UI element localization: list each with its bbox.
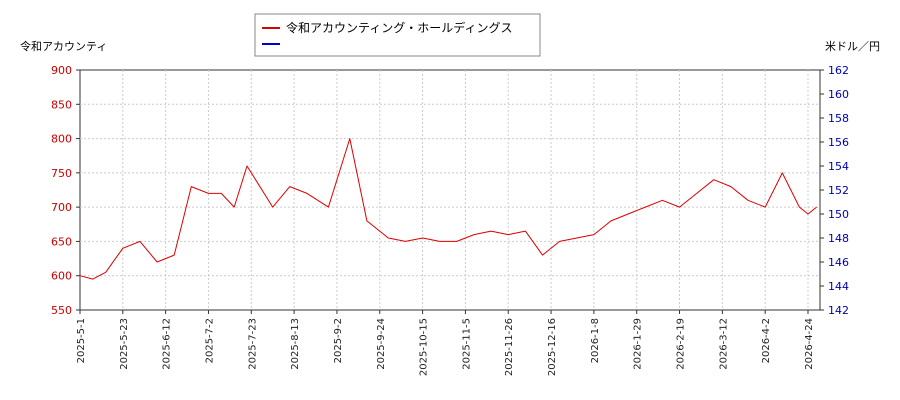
left-tick-label: 850 (51, 98, 72, 111)
series-line-stock (79, 138, 817, 280)
left-tick-label: 800 (51, 133, 72, 146)
right-tick-label: 154 (828, 160, 849, 173)
right-axis-ticks: 142 144 146 148 150 152 154 156 158 160 162 (820, 64, 849, 317)
left-tick-label: 550 (51, 304, 72, 317)
x-tick-label: 2025-6-12 (162, 318, 173, 370)
right-tick-label: 146 (828, 256, 849, 269)
x-tick-label: 2026-1-29 (633, 318, 644, 370)
x-tick-label: 2026-4-2 (761, 318, 772, 363)
right-tick-label: 152 (828, 184, 849, 197)
right-tick-label: 162 (828, 64, 849, 77)
x-tick-label: 2025-7-23 (247, 318, 258, 370)
left-tick-label: 900 (51, 64, 72, 77)
legend-box (254, 13, 541, 57)
right-tick-label: 158 (828, 112, 849, 125)
x-tick-label: 2026-2-19 (676, 318, 687, 370)
x-tick-label: 2026-4-24 (804, 318, 815, 370)
right-axis-label: 米ドル／円 (825, 40, 880, 53)
x-tick-label: 2025-9-2 (333, 318, 344, 363)
x-axis-ticks: 2025-5-1 2025-5-23 2025-6-12 2025-7-2 2025-7… (76, 310, 815, 376)
left-tick-label: 650 (51, 235, 72, 248)
left-tick-label: 700 (51, 201, 72, 214)
legend-label-stock: 令和アカウンティング・ホールディングス (286, 20, 512, 35)
right-tick-label: 144 (828, 280, 849, 293)
left-axis-ticks: 550 600 650 700 750 800 850 900 (51, 64, 80, 317)
x-tick-label: 2025-11-5 (461, 318, 472, 370)
x-tick-label: 2025-10-15 (419, 318, 430, 376)
left-tick-label: 750 (51, 167, 72, 180)
x-tick-label: 2025-5-23 (119, 318, 130, 370)
legend: 令和アカウンティング・ホールディングス (254, 13, 541, 57)
x-tick-label: 2025-8-13 (290, 318, 301, 370)
x-tick-label: 2025-9-24 (376, 318, 387, 370)
right-tick-label: 156 (828, 136, 849, 149)
gridlines (80, 70, 820, 310)
x-tick-label: 2025-11-26 (504, 318, 515, 376)
x-tick-label: 2025-12-16 (547, 318, 558, 376)
x-tick-label: 2025-7-2 (204, 318, 215, 363)
x-tick-label: 2026-3-12 (718, 318, 729, 370)
left-tick-label: 600 (51, 270, 72, 283)
right-tick-label: 160 (828, 88, 849, 101)
series-group (79, 138, 817, 280)
left-axis-label: 令和アカウンティ (20, 39, 107, 53)
x-tick-label: 2025-5-1 (76, 318, 87, 363)
plot-frame (79, 69, 821, 311)
right-tick-label: 142 (828, 304, 849, 317)
right-tick-label: 148 (828, 232, 849, 245)
x-tick-label: 2026-1-8 (590, 318, 601, 363)
right-tick-label: 150 (828, 208, 849, 221)
